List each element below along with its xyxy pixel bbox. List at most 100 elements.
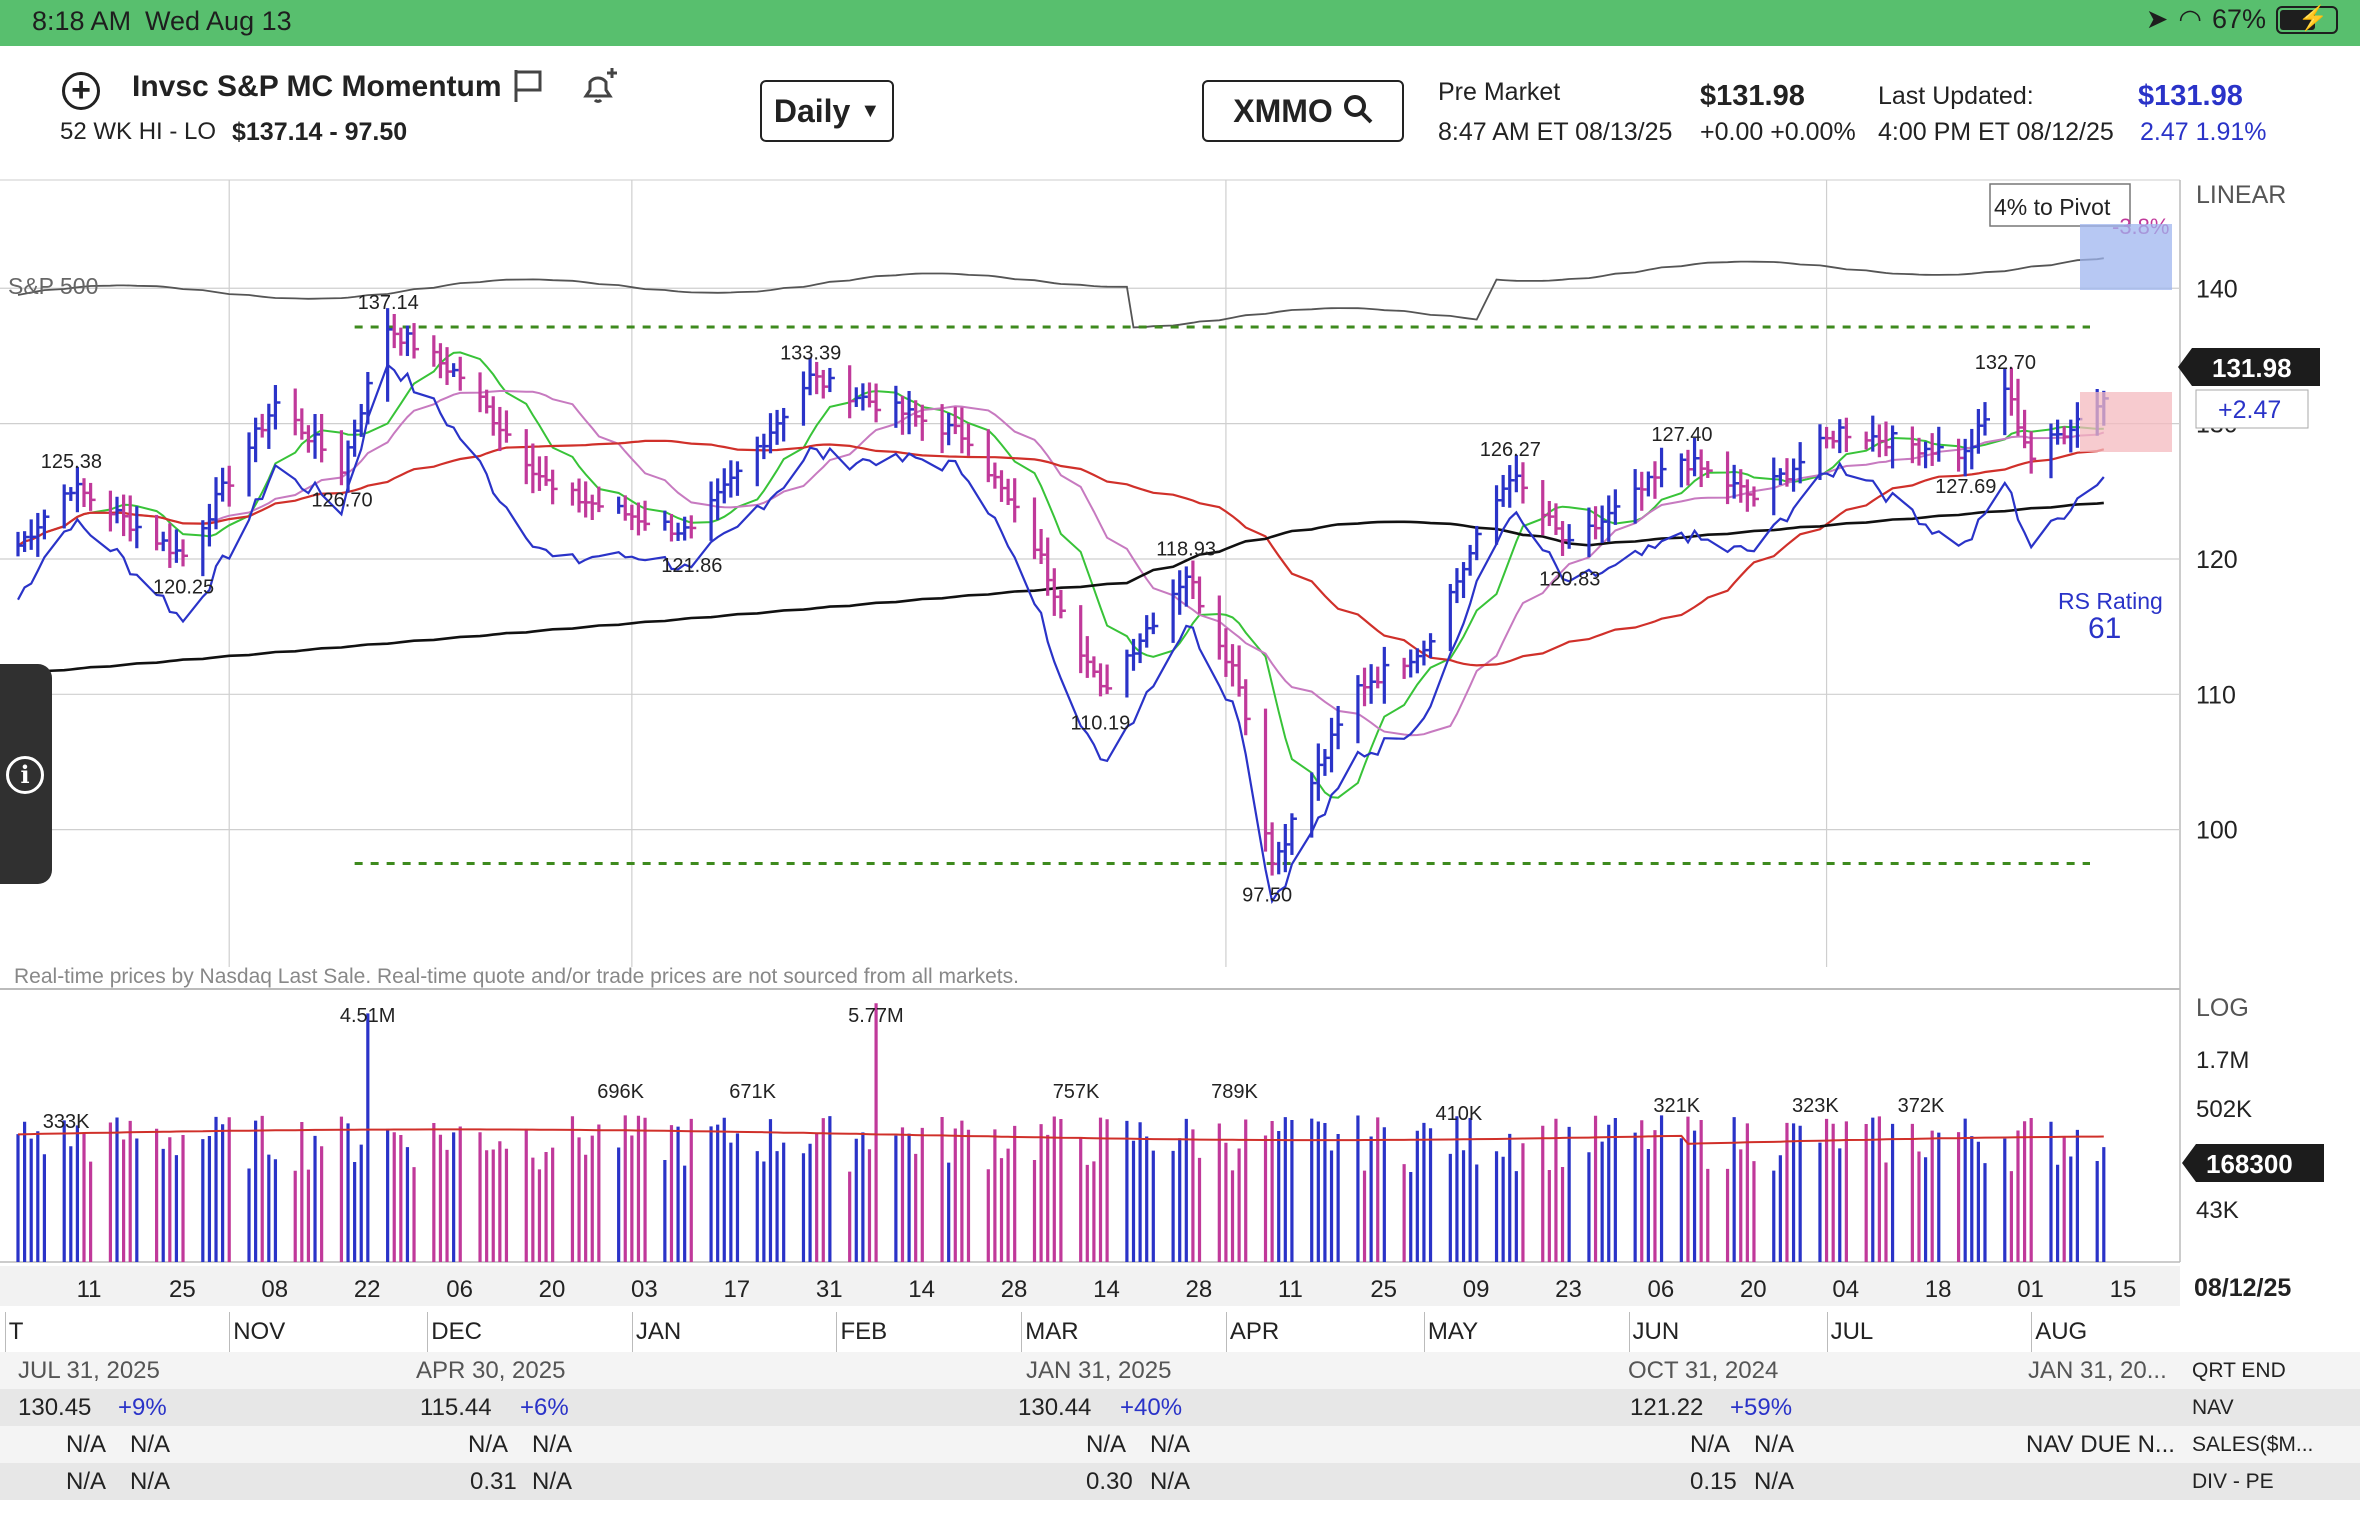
price-bar [168, 523, 175, 568]
price-bar [1197, 576, 1205, 614]
info-icon: i [6, 756, 44, 794]
x-tick-label: 25 [1370, 1276, 1397, 1303]
volume-tick-label: 43K [2196, 1197, 2239, 1224]
current-price-value: 131.98 [2212, 353, 2292, 383]
price-bar [432, 335, 439, 367]
price-bar [1798, 442, 1806, 484]
price-tick-label: 140 [2196, 275, 2238, 303]
month-label: FEB [840, 1318, 888, 1345]
current-date-label: 08/12/25 [2194, 1274, 2291, 1302]
rs-line [17, 362, 2105, 905]
price-bar [1415, 648, 1423, 674]
price-bar [920, 404, 928, 441]
x-tick-label: 01 [2017, 1276, 2044, 1303]
price-bar [1587, 507, 1594, 558]
price-bar [1890, 425, 1898, 469]
price-bar [1006, 478, 1014, 505]
chart-grid [0, 179, 2181, 1306]
price-tick-label: 110 [2196, 681, 2236, 709]
price-bar [1171, 579, 1179, 643]
price-annotation: 120.83 [1539, 569, 1600, 591]
price-bar [1607, 495, 1614, 542]
rs-rating-label: RS Rating [2058, 588, 2163, 614]
price-bar [544, 456, 552, 486]
x-tick-label: 18 [1925, 1276, 1952, 1303]
price-bar [1725, 451, 1733, 505]
alert-bell-icon[interactable] [576, 64, 622, 113]
x-tick-label: 28 [1001, 1276, 1028, 1303]
price-bar [1376, 666, 1383, 689]
price-bar [1963, 438, 1971, 477]
price-scale-type[interactable]: LINEAR [2196, 181, 2286, 209]
flag-icon[interactable] [510, 66, 546, 111]
price-bar [458, 356, 466, 391]
month-divider [631, 1312, 633, 1352]
price-bar [894, 385, 901, 428]
sales-1: N/A [66, 1431, 107, 1458]
symbol-search-button[interactable]: XMMO [1202, 80, 1404, 142]
price-bar [1461, 562, 1469, 599]
add-to-watchlist-icon[interactable]: + [62, 72, 100, 110]
price-bar [1752, 486, 1759, 507]
price-bar [689, 515, 697, 539]
price-bar [755, 436, 763, 487]
price-bar [29, 519, 37, 550]
price-bar [1382, 646, 1390, 704]
volume-annotation: 5.77M [848, 1005, 904, 1027]
price-bar [1983, 402, 1990, 436]
battery-icon: ⚡ [2276, 5, 2338, 34]
price-bar [2029, 431, 2037, 474]
price-bar [2022, 409, 2030, 449]
price-bar [683, 516, 690, 541]
current-price-badge-arrow [2178, 348, 2192, 386]
price-bar [320, 413, 327, 463]
x-tick-label: 09 [1463, 1276, 1490, 1303]
price-bar [1032, 497, 1040, 560]
price-bar [643, 500, 651, 531]
price-bar [1191, 560, 1198, 600]
buy-zone-box [2080, 224, 2172, 290]
price-bar [999, 470, 1007, 502]
price-bar [293, 388, 301, 436]
price-bar [1970, 428, 1977, 470]
nav-due-note: NAV DUE N... [2026, 1431, 2175, 1458]
price-bar [993, 462, 1000, 489]
axes: 1001101201301401.7M502K43K11250822062003… [77, 275, 2252, 1303]
period-dropdown[interactable]: Daily ▼ [760, 80, 894, 142]
month-divider [2031, 1312, 2033, 1352]
price-bar [1613, 489, 1621, 525]
price-bar [1692, 437, 1700, 477]
label-qrt-end: QRT END [2192, 1359, 2286, 1382]
price-bar [854, 387, 862, 407]
price-bar [821, 369, 829, 399]
volume-bars: 333K 4.51M 696K 671K 5.77M 757K 789K 410K 321K 32… [16, 1003, 2106, 1262]
x-tick-label: 08 [261, 1276, 288, 1303]
volume-annotation: 757K [1053, 1081, 1100, 1103]
nav-pct-4: +59% [1730, 1394, 1793, 1421]
price-bar [1277, 841, 1284, 875]
price-bar [412, 323, 420, 359]
price-bar [504, 410, 512, 443]
price-bar [1178, 570, 1185, 615]
pe-4: N/A [1754, 1468, 1795, 1495]
pivot-box[interactable] [1989, 183, 2131, 227]
price-bar [1884, 421, 1891, 457]
price-bars [16, 308, 2109, 876]
price-annotation: 132.70 [1975, 352, 2036, 374]
price-bar [1930, 433, 1938, 466]
price-bar [82, 478, 90, 507]
volume-annotation: 696K [597, 1081, 644, 1103]
current-price-badge [2192, 348, 2320, 386]
price-bar [590, 494, 598, 520]
volume-annotation: 671K [729, 1081, 776, 1103]
volume-scale-type[interactable]: LOG [2196, 994, 2249, 1022]
location-icon: ➤ [2145, 4, 2169, 34]
price-bar [1138, 633, 1146, 664]
month-divider [1225, 1312, 1227, 1352]
price-bar [1732, 464, 1740, 499]
price-bar [1521, 462, 1528, 504]
price-bar [115, 496, 123, 524]
price-annotations: 125.38 120.25 137.14 126.70 121.86 133.39 118.… [41, 292, 2036, 907]
info-side-tab[interactable]: i [0, 664, 52, 884]
